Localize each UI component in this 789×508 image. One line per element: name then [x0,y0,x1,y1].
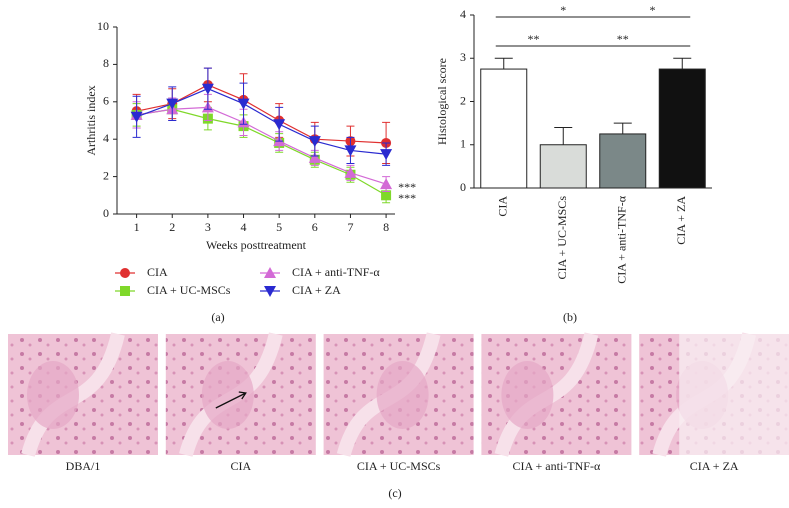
marker [273,119,286,131]
arrow [215,391,247,409]
x-tick-label: 5 [276,220,282,234]
x-tick-label: CIA + ZA [674,196,688,245]
y-tick-label: 8 [103,56,109,70]
significance-label: * [650,3,656,17]
error-bar [494,57,513,70]
x-tick-label: CIA + anti-TNF-α [615,195,629,283]
cleared-region [679,334,789,455]
marker [380,178,393,190]
y-tick-label: 6 [103,94,109,108]
marker [166,98,179,110]
marker [308,136,321,148]
histology-image [8,332,158,457]
x-tick-label: 2 [169,220,175,234]
marker [344,145,357,157]
significance-label: *** [398,191,416,205]
histology-image [481,332,632,457]
x-tick-label: 7 [347,220,353,234]
significance-label: ** [617,32,629,46]
significance-label: *** [398,180,416,194]
legend-marker [264,267,276,278]
panel-label: (a) [211,310,224,324]
legend-label: CIA + ZA [292,283,341,297]
image-caption: CIA [230,459,251,473]
histology-image [639,332,789,457]
legend-label: CIA [147,265,168,279]
y-tick-label: 0 [103,206,109,220]
y-tick-label: 1 [460,137,466,151]
x-tick-label: 3 [205,220,211,234]
marker [201,83,214,95]
tissue-region [376,361,429,429]
histology-image [323,332,474,457]
bar [480,68,528,189]
marker [237,98,250,110]
bar [658,68,706,189]
y-tick-label: 3 [460,50,466,64]
marker [130,111,143,123]
x-tick-label: 6 [312,220,318,234]
y-tick-label: 0 [460,180,466,194]
error-bar [554,126,573,145]
error-bar [613,122,632,134]
axis-line [116,27,395,215]
legend-label: CIA + anti-TNF-α [292,265,380,279]
y-tick-label: 2 [103,168,109,182]
y-axis-label: Histological score [435,58,449,145]
marker [308,151,321,163]
x-tick-label: 1 [134,220,140,234]
x-tick-label: CIA [496,196,510,217]
tissue-region [27,361,79,429]
image-caption: DBA/1 [66,459,101,473]
y-tick-label: 4 [460,7,466,21]
legend-marker [120,286,130,296]
image-caption: CIA + ZA [690,459,739,473]
image-caption: CIA + UC-MSCs [357,459,441,473]
x-axis-label: Weeks posttreatment [206,238,307,252]
series-line [136,88,387,155]
series-line [136,106,387,185]
y-tick-label: 2 [460,93,466,107]
y-axis-label: Arthritis index [84,85,98,155]
marker [380,149,393,161]
legend-marker [120,268,130,278]
tissue-region [201,361,254,429]
panel-label: (c) [388,486,401,500]
image-caption: CIA + anti-TNF-α [513,459,601,473]
error-bar [673,57,692,70]
x-tick-label: CIA + UC-MSCs [555,196,569,280]
y-tick-label: 10 [97,19,109,33]
x-tick-label: 4 [241,220,247,234]
y-tick-label: 4 [103,131,109,145]
bar [599,133,647,189]
panel-label: (b) [563,310,577,324]
marker [344,166,357,178]
series-line [136,108,387,196]
bar [539,144,587,189]
x-tick-label: 8 [383,220,389,234]
significance-label: * [560,3,566,17]
significance-label: ** [528,32,540,46]
legend-label: CIA + UC-MSCs [147,283,231,297]
legend-marker [264,286,276,297]
histology-image [165,332,316,457]
tissue-region [501,361,554,429]
marker [381,190,392,201]
